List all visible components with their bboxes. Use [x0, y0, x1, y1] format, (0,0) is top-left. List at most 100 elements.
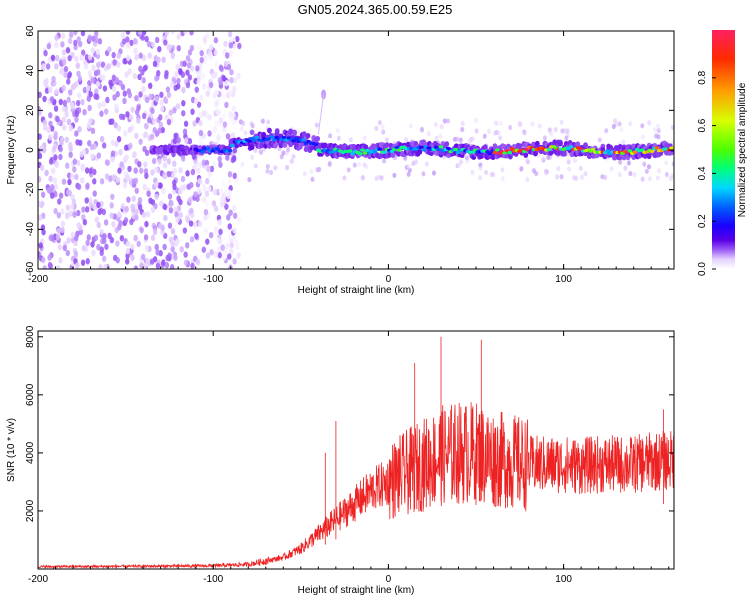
noise-blob	[232, 43, 238, 50]
noise-blob	[76, 70, 81, 77]
noise-blob	[171, 172, 176, 179]
band-core	[436, 147, 441, 152]
noise-blob	[222, 126, 227, 133]
band-core	[433, 145, 439, 149]
noise-blob	[49, 96, 55, 103]
noise-blob	[158, 121, 164, 129]
noise-blob	[137, 73, 142, 81]
noise-blob	[65, 189, 71, 196]
noise-blob	[203, 208, 209, 216]
noise-blob	[150, 107, 155, 115]
spectrogram-marks	[38, 31, 674, 269]
noise-blob	[59, 68, 64, 76]
noise-blob	[655, 175, 660, 181]
y-tick-label: 6000	[25, 383, 36, 406]
noise-blob	[96, 152, 102, 159]
noise-blob	[122, 181, 128, 189]
band-core	[502, 151, 508, 155]
noise-blob	[54, 88, 59, 95]
noise-blob	[62, 244, 68, 252]
band-blob	[575, 141, 581, 148]
noise-blob	[243, 130, 248, 136]
noise-blob	[281, 150, 286, 156]
noise-blob	[379, 175, 384, 181]
noise-blob	[48, 86, 53, 93]
noise-blob	[494, 129, 499, 136]
noise-blob	[85, 258, 90, 265]
noise-blob	[227, 31, 233, 38]
noise-blob	[74, 110, 80, 118]
noise-blob	[180, 175, 186, 183]
noise-blob	[621, 139, 626, 145]
noise-blob	[41, 63, 46, 70]
noise-blob	[640, 134, 645, 140]
noise-blob	[134, 132, 139, 140]
band-blob	[274, 130, 280, 137]
colorbar-label: Normalized spectral amplitude	[737, 82, 748, 217]
noise-blob	[421, 171, 426, 177]
noise-blob	[48, 158, 54, 165]
noise-blob	[382, 158, 387, 164]
noise-blob	[211, 160, 217, 168]
noise-blob	[77, 125, 82, 133]
noise-blob	[141, 31, 147, 35]
noise-blob	[565, 127, 570, 133]
noise-blob	[644, 168, 649, 174]
noise-blob	[419, 126, 424, 132]
noise-blob	[156, 56, 161, 64]
noise-blob	[160, 126, 165, 134]
noise-blob	[232, 147, 238, 154]
noise-blob	[201, 72, 206, 80]
noise-blob	[97, 38, 103, 45]
noise-blob	[385, 137, 390, 143]
noise-blob	[195, 65, 200, 72]
noise-blob	[537, 123, 542, 129]
noise-blob	[131, 195, 136, 202]
noise-blob	[125, 174, 131, 182]
noise-blob	[164, 73, 169, 80]
noise-blob	[204, 159, 210, 167]
band-blob	[548, 150, 554, 156]
noise-blob	[231, 235, 237, 242]
noise-blob	[165, 254, 170, 262]
noise-blob	[212, 92, 217, 99]
noise-blob	[315, 167, 320, 173]
noise-blob	[228, 111, 233, 118]
noise-blob	[232, 227, 237, 234]
noise-blob	[76, 183, 82, 191]
noise-blob	[217, 155, 222, 163]
y-tick-label: 8000	[25, 325, 36, 348]
noise-blob	[65, 162, 70, 169]
noise-blob	[154, 166, 159, 173]
noise-blob	[162, 243, 167, 251]
noise-blob	[101, 100, 106, 108]
noise-blob	[194, 86, 199, 93]
band-core	[627, 149, 633, 153]
noise-blob	[162, 155, 168, 162]
noise-blob	[628, 170, 633, 177]
noise-blob	[360, 175, 365, 181]
band-blob	[396, 151, 401, 157]
noise-blob	[62, 59, 67, 66]
noise-blob	[99, 135, 105, 143]
noise-blob	[442, 118, 447, 124]
noise-blob	[154, 95, 160, 103]
noise-blob	[484, 169, 489, 176]
noise-blob	[181, 86, 186, 94]
noise-blob	[112, 94, 117, 101]
noise-blob	[161, 259, 166, 266]
noise-blob	[127, 126, 132, 133]
noise-blob	[597, 137, 602, 143]
noise-blob	[285, 164, 290, 171]
noise-blob	[314, 122, 319, 128]
noise-blob	[207, 50, 213, 57]
noise-blob	[217, 252, 223, 259]
noise-blob	[179, 246, 184, 253]
noise-blob	[232, 172, 237, 180]
noise-blob	[130, 254, 135, 261]
noise-blob	[664, 171, 669, 178]
noise-blob	[201, 196, 207, 203]
noise-blob	[559, 119, 564, 125]
noise-blob	[55, 54, 60, 62]
noise-blob	[95, 80, 101, 88]
